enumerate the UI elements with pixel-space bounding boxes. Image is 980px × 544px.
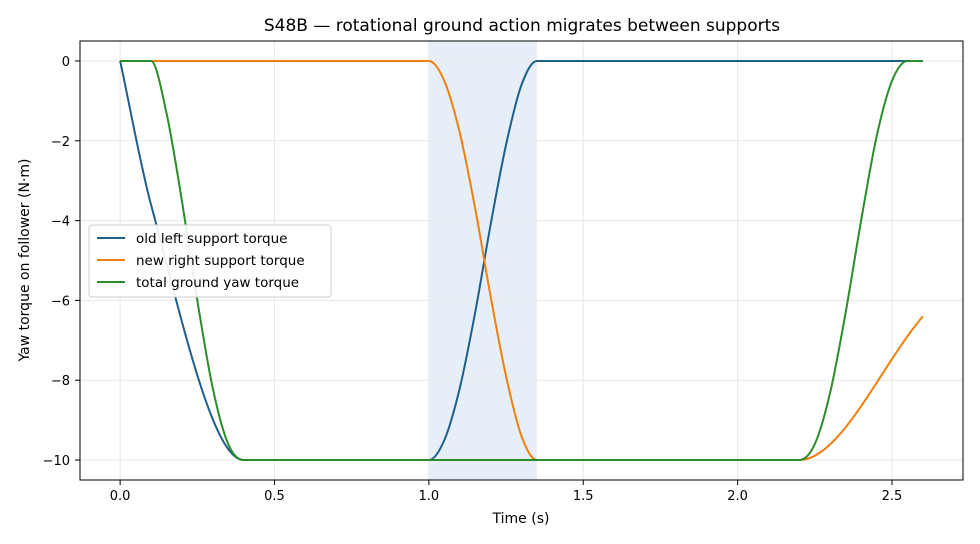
y-tick-label: −4 [51,215,70,230]
plot-frame [79,40,964,481]
y-tick-label: −10 [43,454,70,469]
shaded-transition-interval [428,41,537,480]
y-axis-ticks: 0 −2 −4 −6 −8 −10 [43,55,80,469]
x-axis-ticks: 0.0 0.5 1.0 1.5 2.0 2.5 [110,480,903,504]
x-tick-label: 2.5 [882,489,903,504]
x-tick-label: 0.0 [110,489,131,504]
x-tick-label: 2.0 [727,489,748,504]
y-tick-label: −8 [51,374,70,389]
y-tick-label: −2 [51,135,70,150]
grid-lines [80,41,963,480]
y-tick-label: 0 [62,55,70,70]
series-line-2 [120,59,923,462]
legend-label-old-left: old left support torque [136,231,287,247]
series-line-0 [119,59,923,462]
legend-box [88,224,332,298]
x-tick-label: 0.5 [264,489,285,504]
y-axis-label: Yaw torque on follower (N·m) [17,159,33,363]
x-axis-label: Time (s) [492,511,550,527]
x-tick-label: 1.5 [573,489,594,504]
legend: old left support torque new right suppor… [88,224,332,298]
legend-label-total: total ground yaw torque [136,275,299,291]
legend-label-new-right: new right support torque [136,253,305,269]
chart-title: S48B — rotational ground action migrates… [264,16,780,36]
series-layer [119,59,924,462]
x-tick-label: 1.0 [419,489,440,504]
y-tick-label: −6 [51,294,70,309]
